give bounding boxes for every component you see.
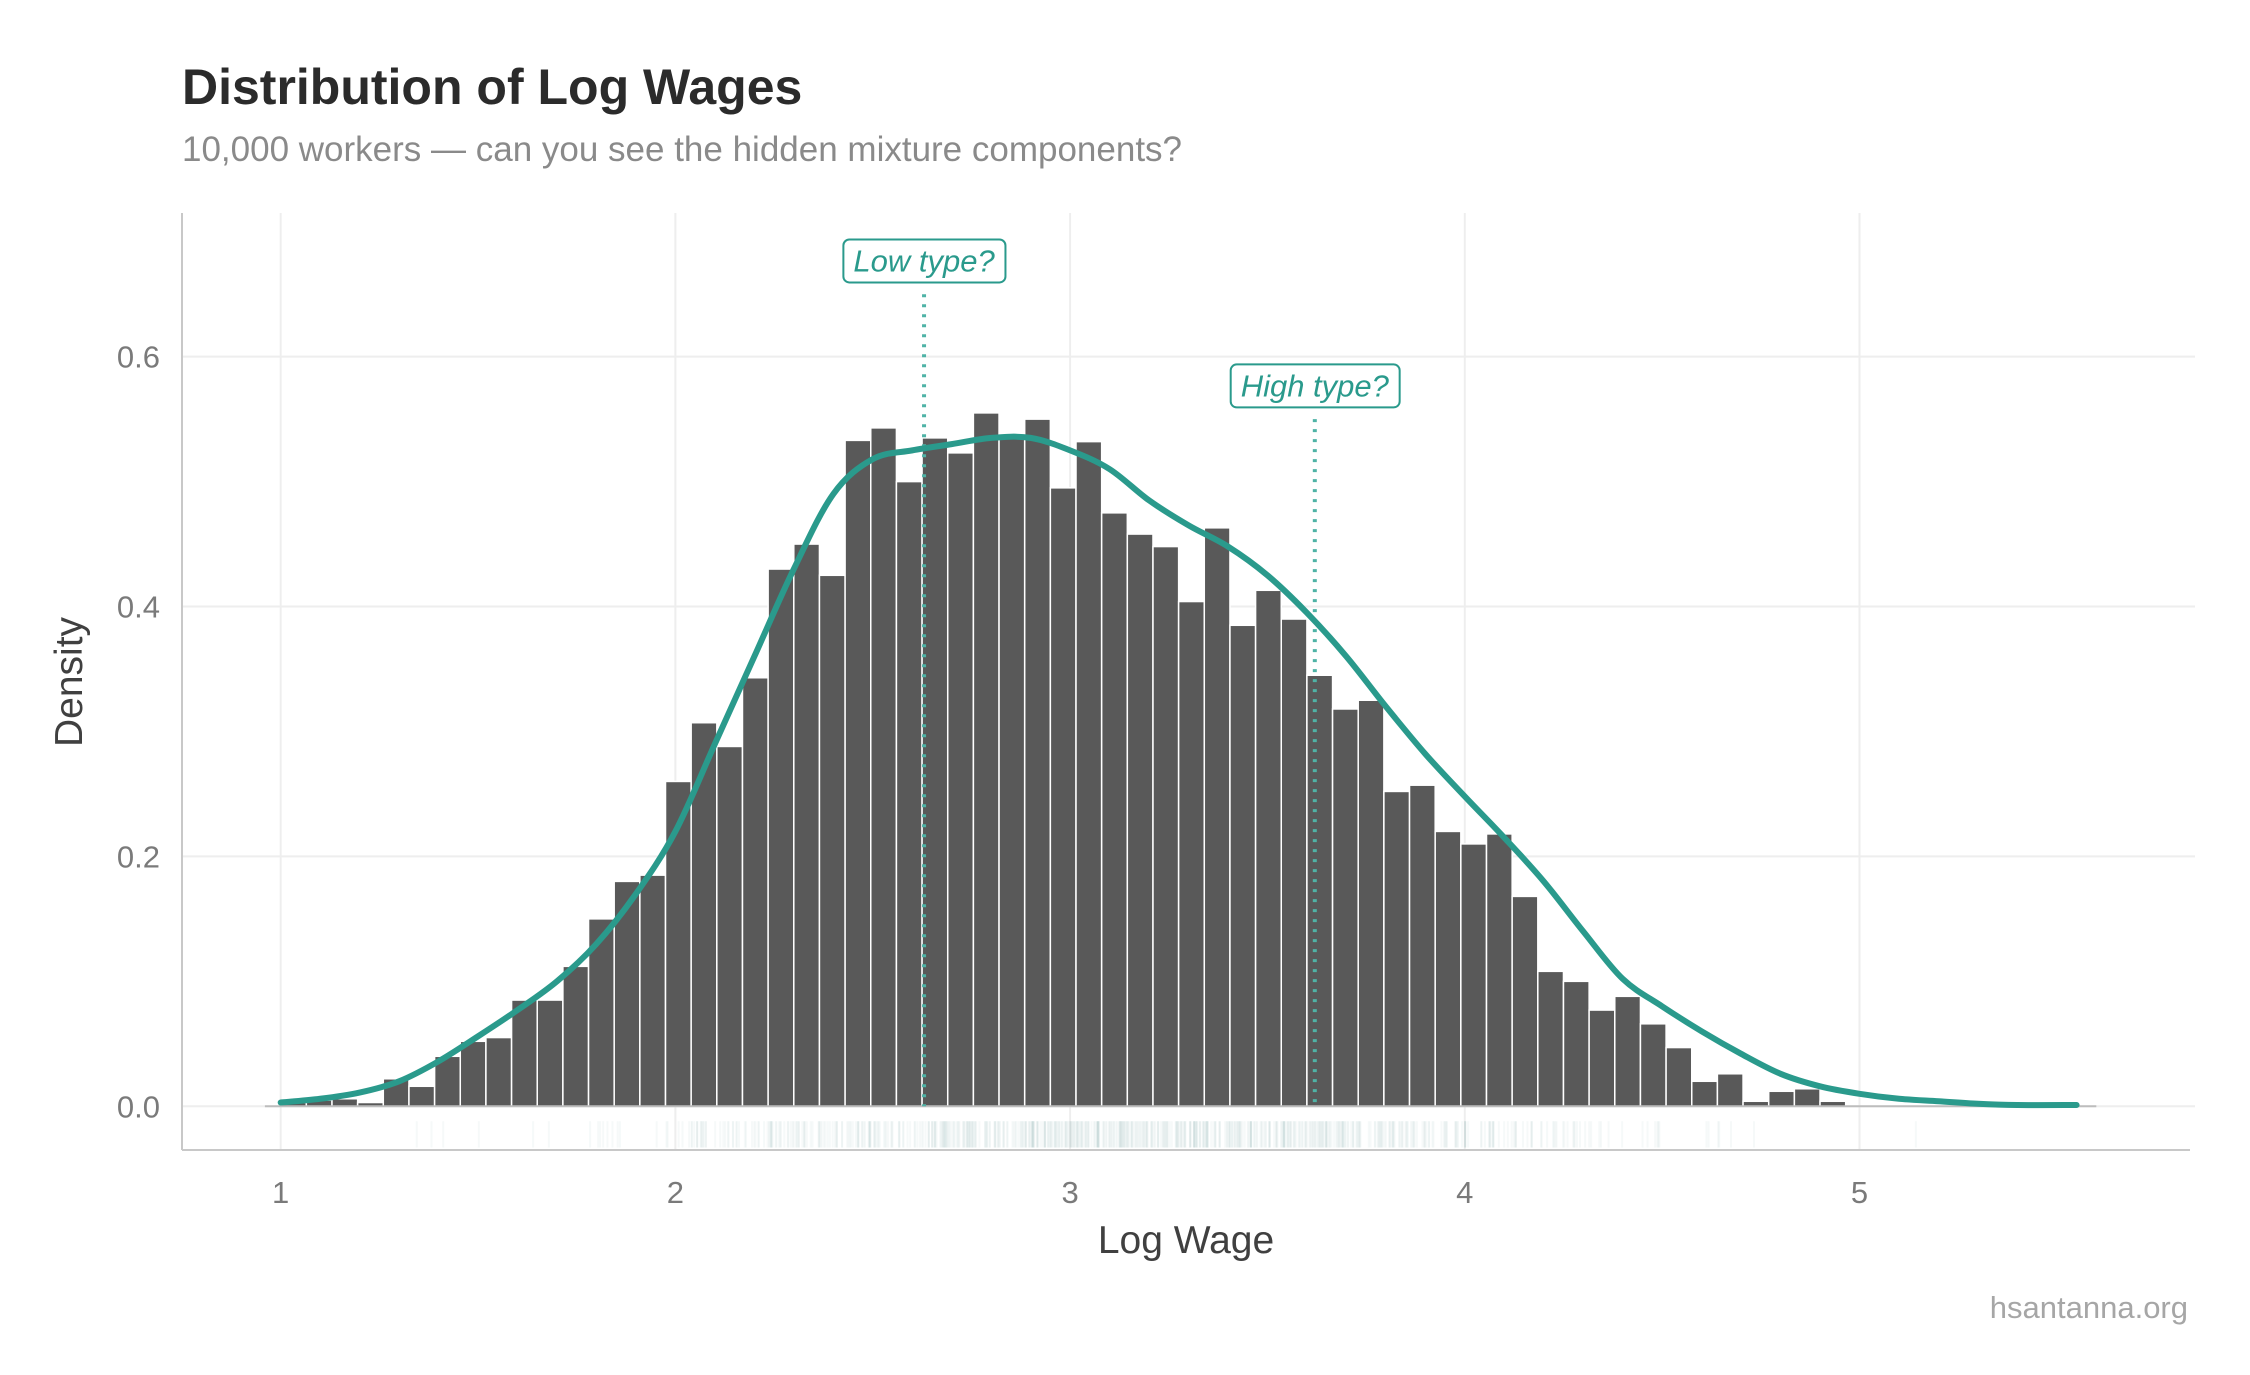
histogram-bar (1049, 487, 1077, 1108)
histogram-bar (1562, 980, 1590, 1108)
histogram-bar (1100, 512, 1129, 1108)
histogram-bar (1254, 589, 1283, 1108)
histogram-bar (1280, 618, 1308, 1108)
annotation-box (842, 238, 1007, 284)
histogram-bar (870, 427, 898, 1108)
histogram-bar (972, 412, 1000, 1108)
histogram-bar (1229, 624, 1257, 1108)
histogram-bar (1588, 1009, 1616, 1108)
histogram-bar (1665, 1046, 1693, 1108)
annotation-label: High type? (1241, 368, 1390, 403)
histogram-bar (1614, 995, 1642, 1108)
histogram-bar (1434, 830, 1462, 1108)
y-tick-label: 0.6 (117, 340, 160, 375)
histogram-bar (1485, 833, 1513, 1108)
x-tick-label: 3 (1061, 1175, 1078, 1210)
rug-strip (415, 1121, 1917, 1148)
y-tick-label: 0.4 (117, 590, 160, 625)
histogram-bar (1357, 699, 1385, 1108)
x-axis-title: Log Wage (1098, 1219, 1274, 1262)
histogram-bar (510, 999, 538, 1108)
histogram-bar (639, 874, 667, 1108)
histogram-bar (1177, 600, 1206, 1108)
histogram-bar (946, 452, 975, 1108)
y-tick-label: 0.2 (117, 839, 160, 874)
histogram-bar (1691, 1080, 1719, 1108)
histogram-bar (1203, 527, 1231, 1108)
histogram-bar (1767, 1090, 1796, 1108)
histogram-bar (331, 1098, 359, 1108)
histogram-bar (895, 480, 923, 1108)
histogram-bar (485, 1036, 513, 1108)
histogram-bars (279, 412, 1847, 1108)
chart-subtitle: 10,000 workers — can you see the hidden … (182, 130, 1183, 169)
histogram-bar (536, 999, 564, 1108)
histogram-bar (1511, 895, 1539, 1108)
histogram-bar (1537, 970, 1565, 1108)
histogram-bar (741, 677, 769, 1108)
histogram-bar (793, 543, 821, 1108)
histogram-bar (998, 437, 1026, 1108)
histogram-bar (1126, 533, 1154, 1108)
histogram-bar (1023, 418, 1052, 1108)
annotations: Low type? High type? (842, 238, 1401, 1107)
histogram-bar (690, 721, 718, 1108)
axes-frame (181, 213, 2190, 1151)
histogram-bar (818, 574, 846, 1108)
x-tick-label: 2 (667, 1175, 684, 1210)
annotation-label: Low type? (853, 243, 995, 278)
histogram-bar (1383, 790, 1411, 1108)
chart-title: Distribution of Log Wages (182, 59, 803, 115)
histogram-bar (1716, 1073, 1744, 1108)
histogram-bar (1639, 1023, 1667, 1108)
histogram-bar (844, 439, 872, 1108)
x-tick-label: 5 (1851, 1175, 1868, 1210)
source-caption: hsantanna.org (1989, 1290, 2188, 1325)
histogram-bar (1075, 440, 1103, 1108)
y-tick-label: 0.0 (117, 1089, 160, 1124)
histogram-bar (1408, 784, 1436, 1108)
histogram-bar (1460, 843, 1488, 1108)
histogram-bar (1793, 1088, 1821, 1108)
histogram-bar (716, 745, 744, 1108)
histogram-bar (1306, 674, 1334, 1108)
histogram-bar (921, 437, 949, 1108)
histogram-bar (1152, 545, 1180, 1108)
y-axis-title: Density (48, 616, 91, 747)
axis-ticks: 1 2 3 4 5 0.0 0.2 0.4 0.6 (117, 340, 1868, 1210)
histogram-bar (562, 965, 590, 1108)
annotation-box (1229, 363, 1401, 409)
histogram-bar (1331, 708, 1359, 1108)
x-tick-label: 4 (1456, 1175, 1473, 1210)
density-curve (277, 433, 2080, 1109)
histogram-bar (459, 1040, 487, 1108)
histogram-bar (767, 568, 795, 1108)
x-tick-label: 1 (272, 1175, 289, 1210)
histogram-bar (408, 1085, 436, 1108)
